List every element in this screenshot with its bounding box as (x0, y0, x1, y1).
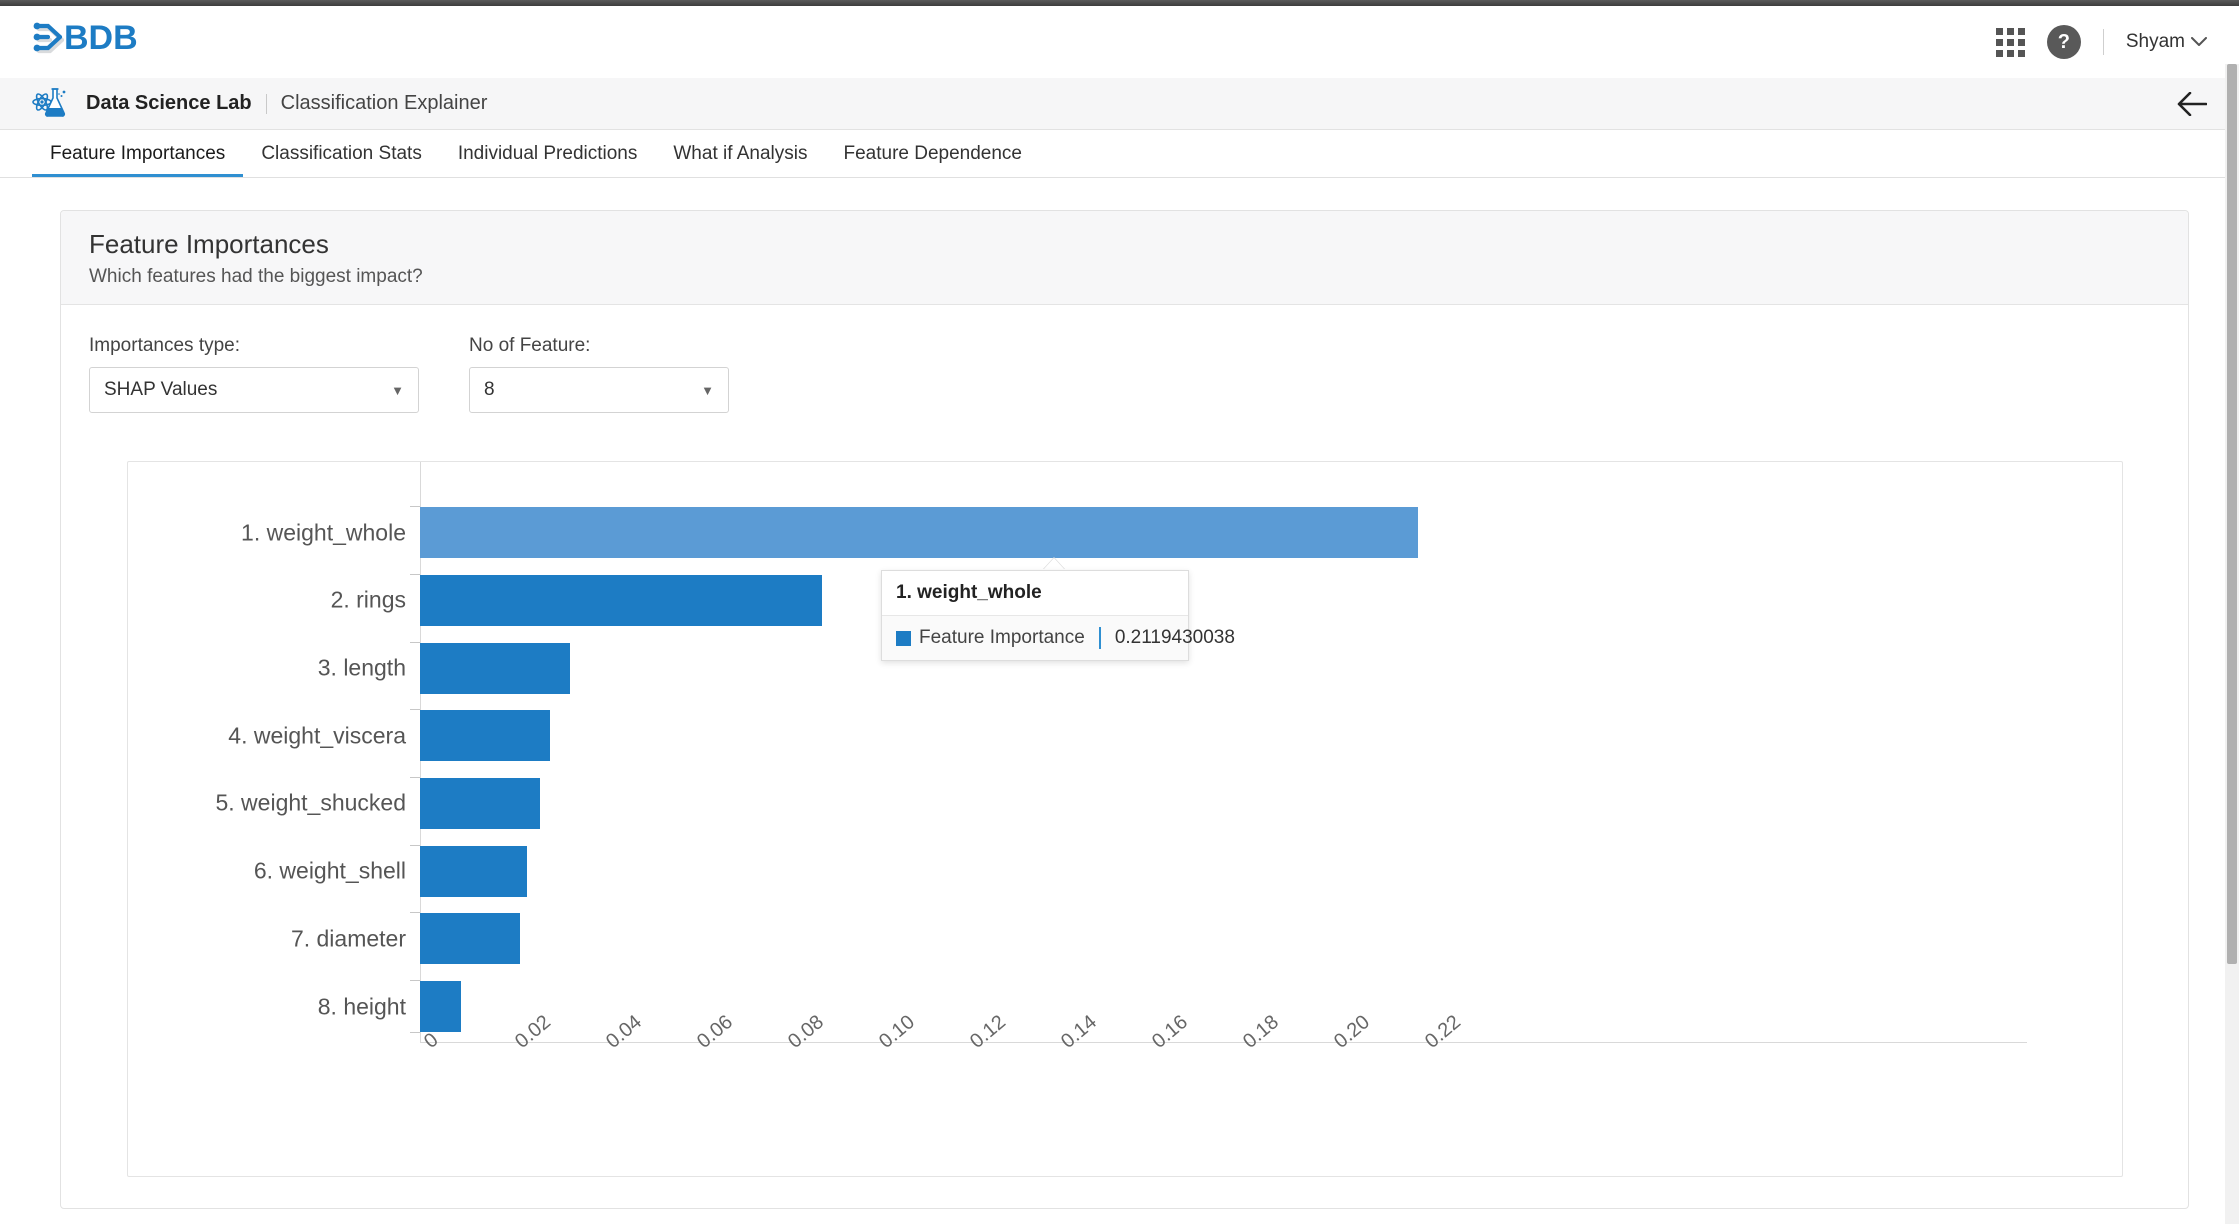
svg-text:BDB: BDB (64, 19, 138, 57)
